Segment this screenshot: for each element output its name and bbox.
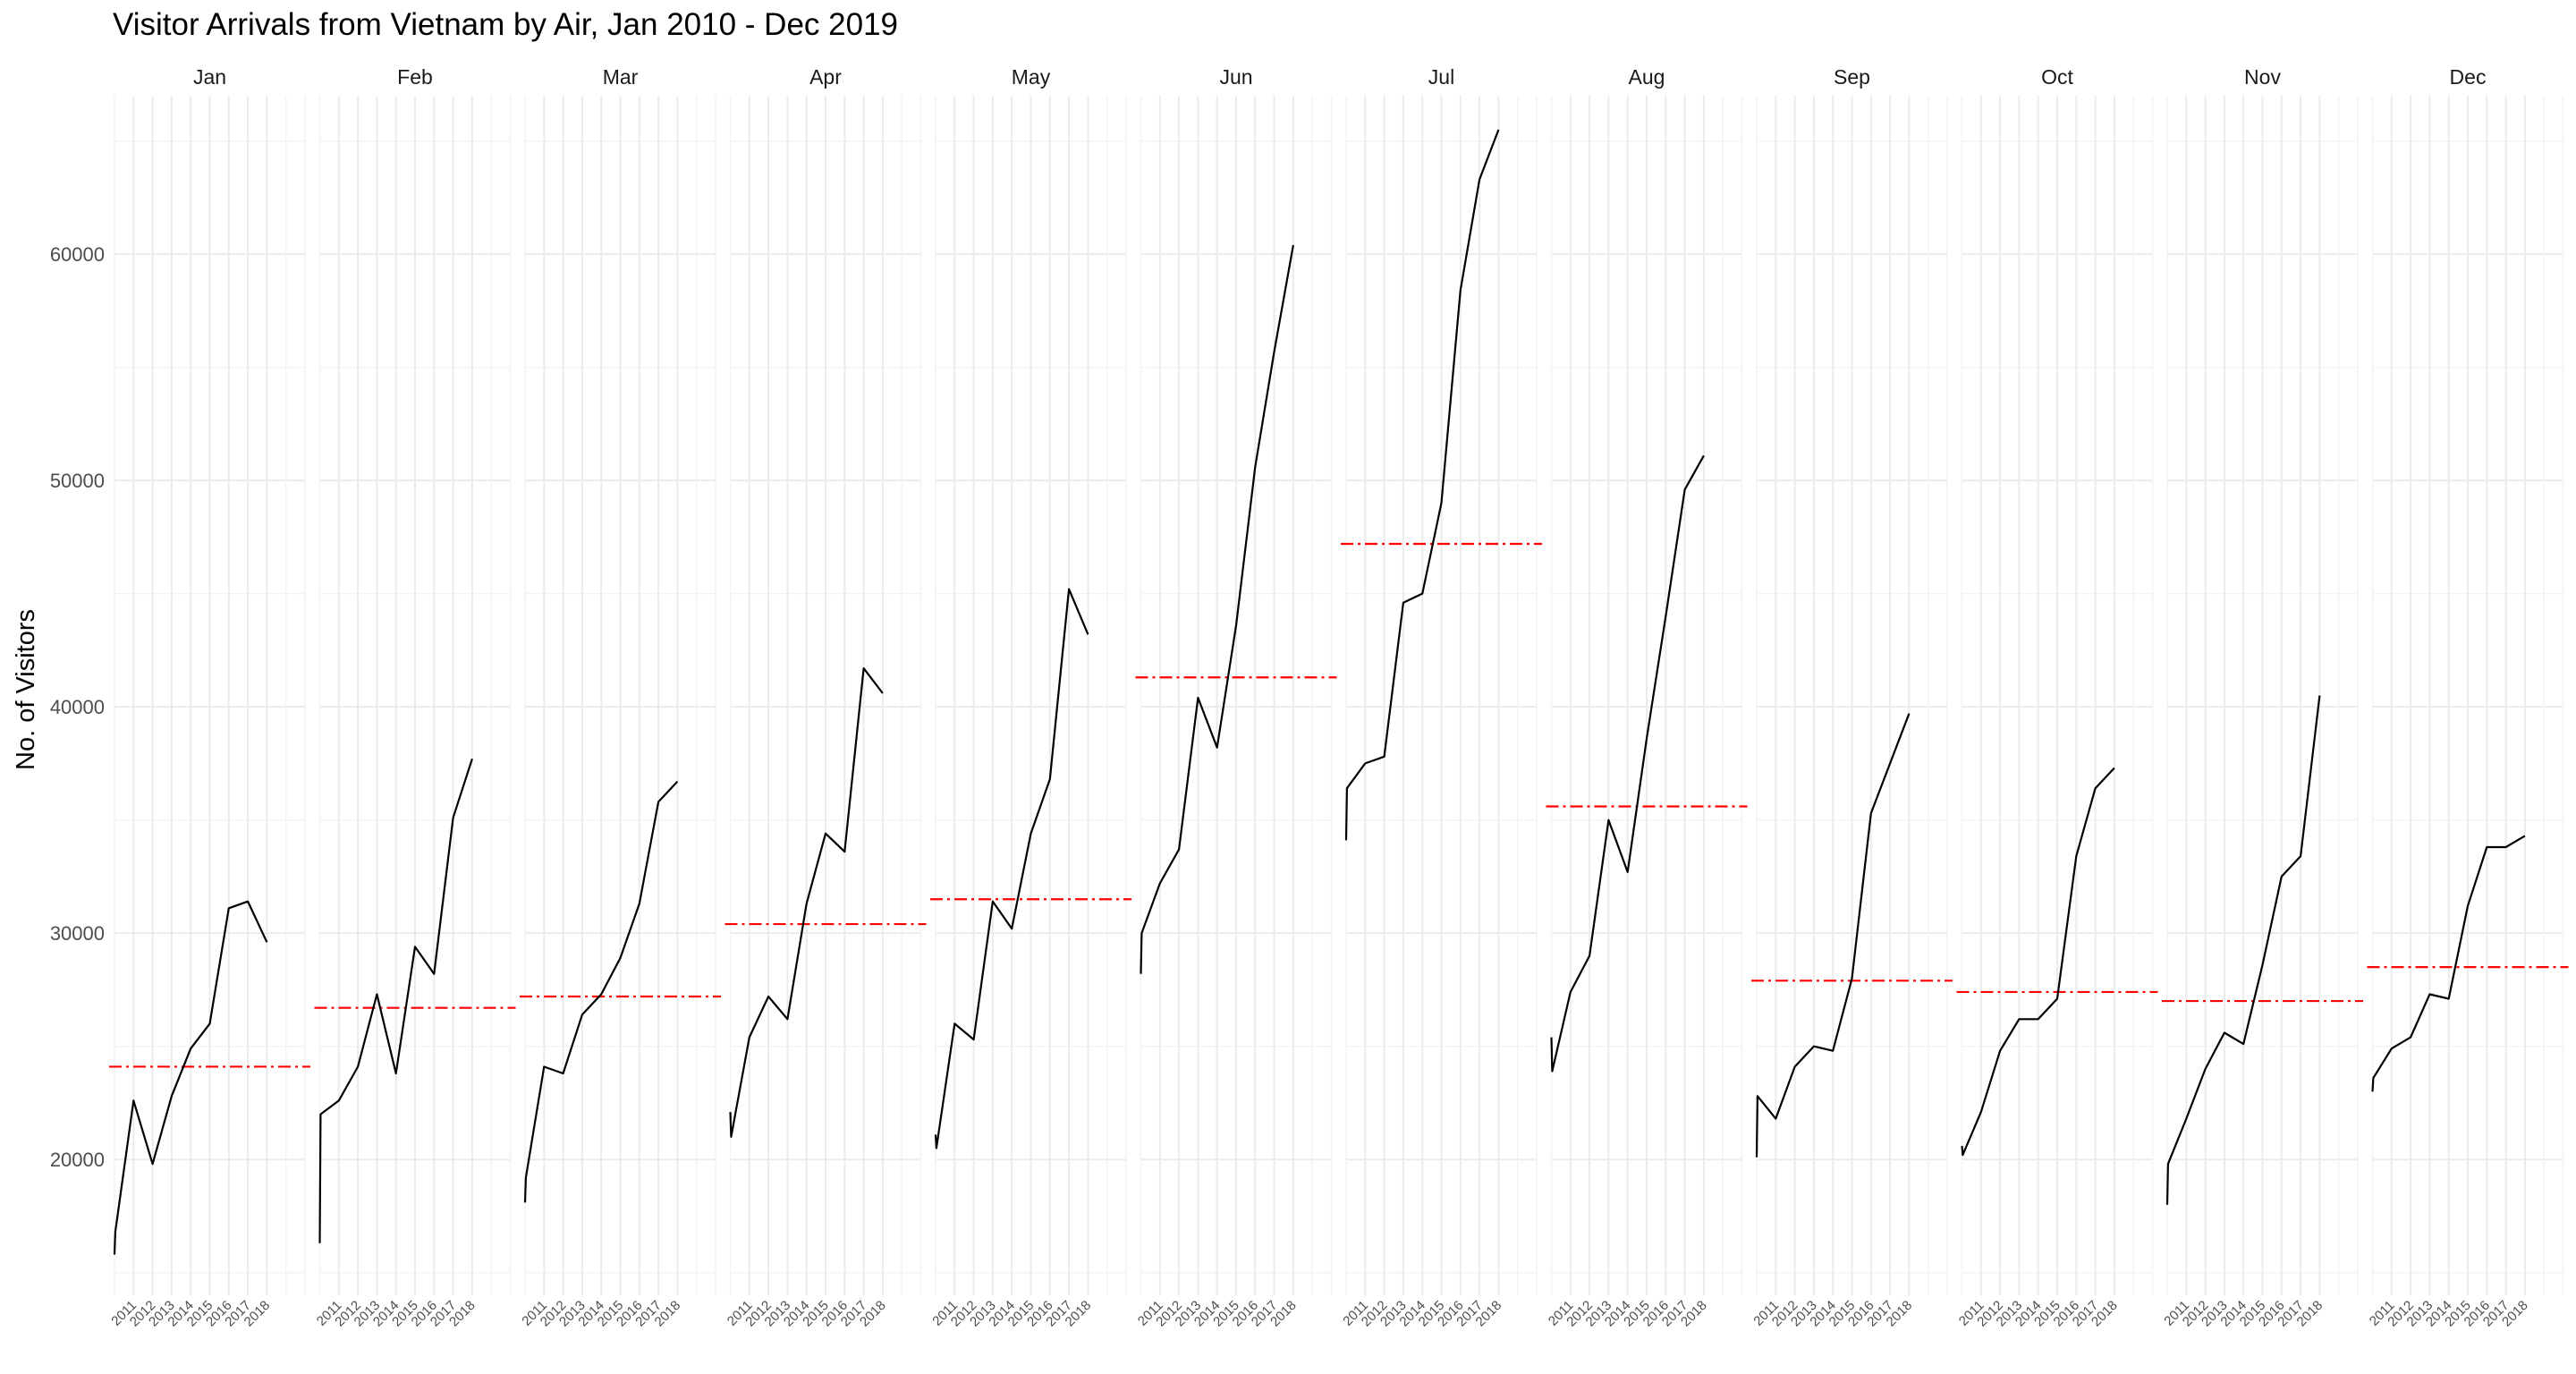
facet-label: Nov	[2244, 65, 2281, 89]
y-tick-label: 50000	[50, 470, 105, 492]
facet-label: Jul	[1428, 65, 1454, 89]
series-line	[1140, 244, 1294, 974]
facet-panels: Jan20112012201320142015201620172018Feb20…	[108, 65, 2569, 1329]
series-line	[2165, 695, 2321, 1205]
y-tick-label: 60000	[50, 243, 105, 266]
series-line	[113, 900, 268, 1255]
series-line	[318, 758, 473, 1243]
series-line	[729, 666, 884, 1139]
y-tick-label: 20000	[50, 1149, 105, 1171]
series-line	[523, 780, 679, 1203]
facet-label: Jun	[1219, 65, 1252, 89]
series-line	[2371, 835, 2526, 1092]
series-line	[934, 588, 1089, 1149]
y-axis: 20000 30000 40000 50000 60000	[50, 243, 105, 1171]
y-axis-title: No. of Visitors	[12, 609, 40, 770]
facet-label: Mar	[603, 65, 639, 89]
series-line	[1755, 713, 1911, 1158]
facet-label: Aug	[1629, 65, 1665, 89]
facet-label: Oct	[2041, 65, 2073, 89]
facet-label: May	[1012, 65, 1051, 89]
chart-title: Visitor Arrivals from Vietnam by Air, Ja…	[113, 7, 899, 42]
y-tick-label: 40000	[50, 696, 105, 718]
facet-label: Jan	[193, 65, 226, 89]
facet-label: Feb	[397, 65, 433, 89]
facet-label: Apr	[809, 65, 842, 89]
series-line	[1550, 454, 1705, 1073]
series-line	[1344, 129, 1500, 841]
facet-label: Sep	[1834, 65, 1870, 89]
facet-label: Dec	[2450, 65, 2487, 89]
series-line	[1961, 767, 2115, 1157]
y-tick-label: 30000	[50, 922, 105, 945]
